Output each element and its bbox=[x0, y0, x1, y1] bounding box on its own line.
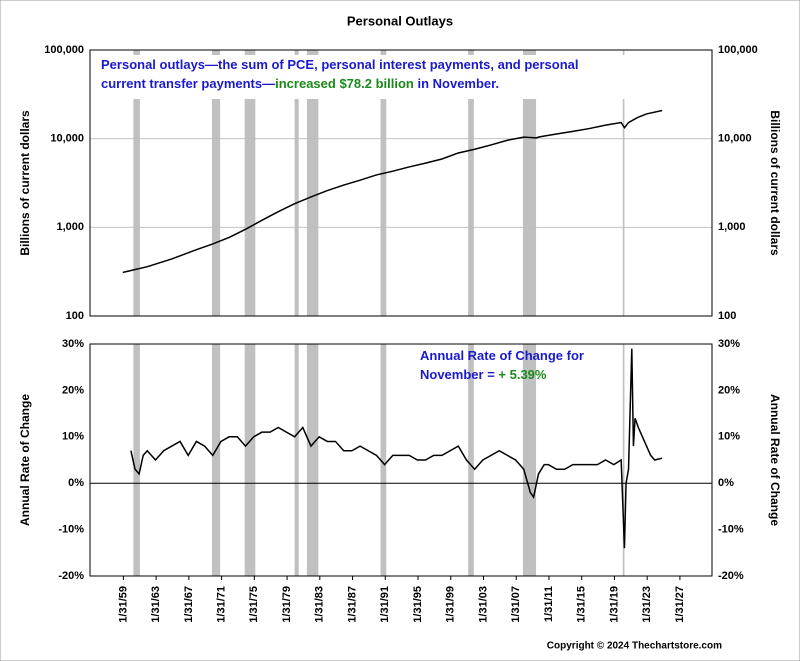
chart-title: Personal Outlays bbox=[347, 13, 453, 28]
annotation: November = + 5.39% bbox=[420, 367, 547, 382]
recession-band bbox=[306, 50, 319, 316]
recession-band bbox=[522, 344, 537, 576]
y-tick-label-right: 100,000 bbox=[718, 44, 758, 56]
y-tick-label: -10% bbox=[58, 524, 84, 536]
recession-band bbox=[306, 344, 319, 576]
x-tick-label: 1/31/79 bbox=[281, 586, 293, 623]
y-tick-label-right: 30% bbox=[718, 338, 740, 350]
recession-band bbox=[211, 50, 221, 316]
x-tick-label: 1/31/83 bbox=[314, 586, 326, 623]
y-tick-label-right: -10% bbox=[718, 524, 744, 536]
recession-band bbox=[622, 344, 625, 576]
annotation-part: increased $78.2 billion bbox=[275, 76, 414, 91]
plot-frame bbox=[89, 343, 713, 577]
y-tick-label-right: 10% bbox=[718, 431, 740, 443]
x-tick-label: 1/31/15 bbox=[576, 586, 588, 623]
y-tick-label: 1,000 bbox=[56, 221, 84, 233]
x-tick-label: 1/31/03 bbox=[477, 586, 489, 623]
annotation: Personal outlays—the sum of PCE, persona… bbox=[101, 57, 579, 72]
data-line bbox=[122, 109, 663, 274]
x-tick-label: 1/31/07 bbox=[510, 586, 522, 623]
annotation-part: Personal outlays—the sum of PCE, persona… bbox=[101, 57, 579, 72]
recession-band bbox=[244, 344, 256, 576]
x-tick-label: 1/31/11 bbox=[543, 586, 555, 622]
recession-band bbox=[468, 50, 474, 316]
x-tick-label: 1/31/67 bbox=[183, 586, 195, 623]
recession-band bbox=[133, 344, 140, 576]
y-tick-label-right: 20% bbox=[718, 384, 740, 396]
y-tick-label: 20% bbox=[62, 384, 84, 396]
x-tick-label: 1/31/95 bbox=[412, 586, 424, 623]
x-tick-label: 1/31/63 bbox=[150, 586, 162, 623]
y-tick-label: 30% bbox=[62, 338, 84, 350]
annotation-part: current transfer payments— bbox=[101, 76, 275, 91]
recession-band bbox=[133, 50, 140, 316]
annotation-part: + 5.39% bbox=[498, 367, 547, 382]
y-axis-label: Billions of current dollars bbox=[18, 110, 32, 256]
y-tick-label: 100 bbox=[66, 310, 84, 322]
x-tick-label: 1/31/59 bbox=[117, 586, 129, 623]
x-tick-label: 1/31/27 bbox=[674, 586, 686, 623]
x-tick-label: 1/31/71 bbox=[216, 586, 228, 623]
y-tick-label-right: 10,000 bbox=[718, 133, 752, 145]
plot-frame bbox=[89, 49, 713, 317]
y-axis-label-right: Annual Rate of Change bbox=[768, 394, 782, 526]
x-tick-label: 1/31/99 bbox=[445, 586, 457, 623]
annotation: Annual Rate of Change for bbox=[420, 348, 584, 363]
y-tick-label: -20% bbox=[58, 570, 84, 582]
copyright: Copyright © 2024 Thechartstore.com bbox=[547, 641, 722, 652]
annotation-box bbox=[95, 55, 630, 99]
annotation-part: November = bbox=[420, 367, 498, 382]
y-tick-label-right: -20% bbox=[718, 570, 744, 582]
recession-band bbox=[468, 344, 474, 576]
recession-band bbox=[244, 50, 256, 316]
x-tick-label: 1/31/19 bbox=[608, 586, 620, 623]
x-tick-label: 1/31/87 bbox=[346, 586, 358, 623]
recession-band bbox=[380, 344, 387, 576]
recession-band bbox=[522, 50, 537, 316]
x-tick-label: 1/31/91 bbox=[379, 586, 391, 623]
y-tick-label-right: 1,000 bbox=[718, 221, 746, 233]
recession-band bbox=[294, 50, 299, 316]
y-tick-label-right: 100 bbox=[718, 310, 736, 322]
y-tick-label: 10,000 bbox=[50, 133, 84, 145]
data-line bbox=[130, 348, 663, 549]
y-tick-label-right: 0% bbox=[718, 477, 734, 489]
annotation-part: Annual Rate of Change for bbox=[420, 348, 584, 363]
y-tick-label: 10% bbox=[62, 431, 84, 443]
y-axis-label: Annual Rate of Change bbox=[18, 394, 32, 526]
y-axis-label-right: Billions of current dollars bbox=[768, 110, 782, 256]
y-tick-label: 0% bbox=[68, 477, 84, 489]
annotation: current transfer payments—increased $78.… bbox=[101, 76, 499, 91]
recession-band bbox=[622, 50, 625, 316]
y-tick-label: 100,000 bbox=[44, 44, 84, 56]
recession-band bbox=[380, 50, 387, 316]
x-tick-label: 1/31/23 bbox=[641, 586, 653, 623]
recession-band bbox=[211, 344, 221, 576]
annotation-part: in November. bbox=[414, 76, 499, 91]
recession-band bbox=[294, 344, 299, 576]
x-tick-label: 1/31/75 bbox=[248, 586, 260, 623]
